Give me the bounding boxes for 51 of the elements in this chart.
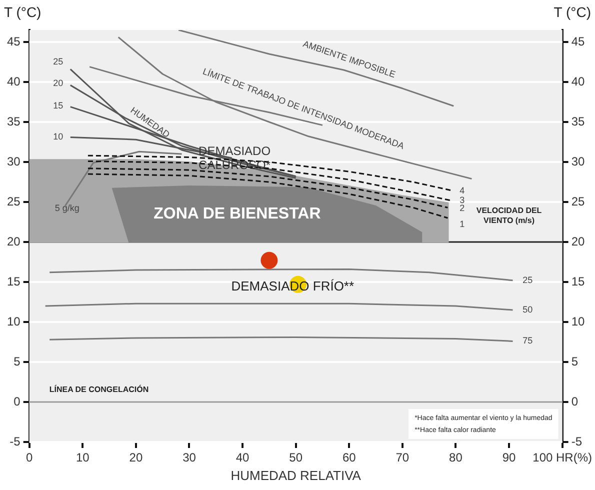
x-tick-label: 90 — [502, 450, 516, 465]
y2-tick-label: 35 — [571, 114, 585, 128]
y-tick-label: 5 — [14, 354, 21, 368]
x-tick-label: 100 HR(%) — [532, 450, 592, 465]
x-tick-label: 80 — [449, 450, 463, 465]
x-tick-label: 70 — [396, 450, 410, 465]
y2-tick-label: 45 — [571, 34, 585, 48]
annotation: 20 — [53, 78, 64, 88]
y2-axis-title: T (°C) — [554, 4, 591, 20]
annotation: 2 — [460, 202, 465, 213]
annotation: 50 — [522, 304, 533, 314]
x-tick-label: 0 — [26, 450, 34, 465]
annotation: 3 — [460, 194, 465, 205]
annotation: 1 — [460, 218, 465, 229]
y-tick-label: -5 — [10, 434, 21, 448]
y-tick-label: 30 — [6, 154, 21, 168]
annotation: 4 — [460, 185, 465, 196]
y2-tick-label: 30 — [571, 154, 585, 168]
y-tick-label: 45 — [6, 34, 21, 48]
y2-tick-label: 15 — [571, 274, 585, 288]
y2-tick-label: 40 — [571, 74, 585, 88]
y-tick-label: 25 — [6, 194, 21, 208]
y2-tick-label: 5 — [571, 354, 578, 368]
y-tick-label: 20 — [6, 234, 21, 248]
y-tick-label: 0 — [14, 394, 21, 408]
y-axis-title: T (°C) — [4, 4, 42, 20]
y2-tick-label: 20 — [571, 234, 585, 248]
x-tick-label: 20 — [129, 450, 143, 465]
y-tick-label: 35 — [6, 114, 21, 128]
annotation: 75 — [522, 336, 533, 346]
annotation: ZONA DE BIENESTAR — [154, 205, 322, 222]
y2-tick-label: 10 — [571, 314, 585, 328]
y-tick-label: 40 — [6, 74, 21, 88]
y-tick-label: 10 — [6, 314, 21, 328]
x-tick-label: 60 — [342, 450, 356, 465]
y2-tick-label: 0 — [571, 394, 578, 408]
y2-tick-label: 25 — [571, 194, 585, 208]
x-tick-label: 30 — [182, 450, 196, 465]
x-axis-title: HUMEDAD RELATIVA — [230, 468, 362, 483]
y-tick-label: 15 — [6, 274, 21, 288]
annotation: VELOCIDAD DEL VIENTO (m/s) — [476, 206, 542, 225]
annotation: 25 — [522, 274, 533, 285]
annotation: 15 — [53, 100, 64, 110]
annotation: 5 g/kg — [54, 202, 80, 213]
x-tick-label: 10 — [76, 450, 90, 465]
ref-line-label: LÍNEA DE CONGELACIÓN — [49, 384, 149, 394]
annotation: 25 — [53, 56, 64, 66]
annotation: 10 — [53, 132, 64, 142]
x-tick-label: 40 — [236, 450, 250, 465]
x-tick-label: 50 — [289, 450, 303, 465]
y2-tick-label: -5 — [571, 434, 582, 448]
